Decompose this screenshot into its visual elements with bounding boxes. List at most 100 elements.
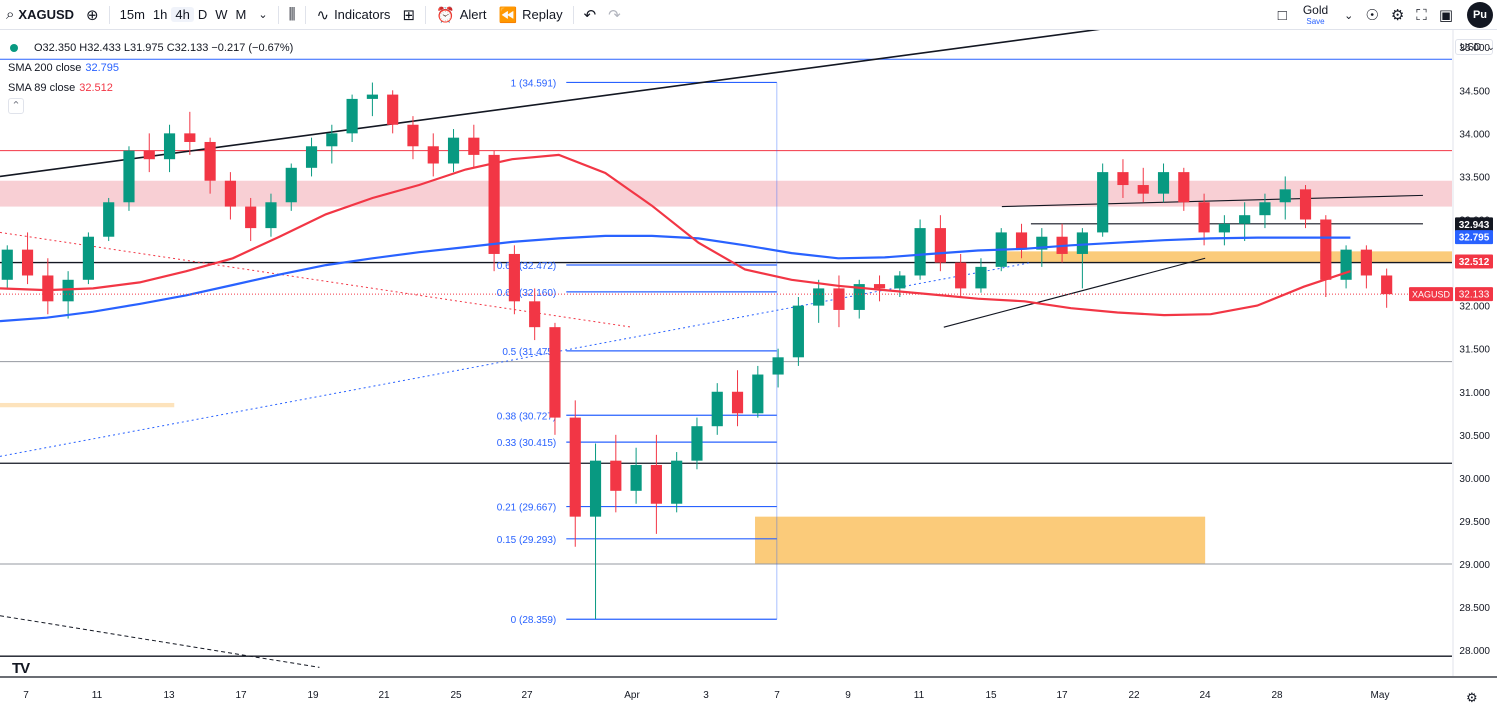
indicators-button[interactable]: ∿ Indicators — [310, 0, 396, 30]
candle-body[interactable] — [285, 167, 297, 203]
candle-body[interactable] — [1117, 172, 1129, 186]
candle-body[interactable] — [914, 228, 926, 276]
interval-15m[interactable]: 15m — [119, 7, 145, 22]
candle-body[interactable] — [1218, 223, 1230, 233]
candle-body[interactable] — [833, 288, 845, 310]
candle-body[interactable] — [955, 262, 967, 289]
candle-body[interactable] — [1076, 232, 1088, 254]
candle-body[interactable] — [1097, 172, 1109, 233]
alert-button[interactable]: ⏰ Alert — [430, 0, 492, 30]
candle-body[interactable] — [326, 133, 338, 147]
candle-body[interactable] — [975, 266, 987, 289]
chart-type-button[interactable]: ⫼ — [283, 0, 302, 30]
candle-body[interactable] — [1137, 185, 1149, 194]
price-chart[interactable]: 1 (34.591) 0.66 (32.472) 0.61 (32.160) 0.5 … — [0, 30, 1497, 706]
candle-body[interactable] — [671, 460, 683, 504]
sma200-line[interactable] — [0, 234, 1351, 323]
candle-body[interactable] — [731, 391, 744, 414]
candle-body[interactable] — [549, 327, 561, 418]
candle-body[interactable] — [82, 236, 94, 280]
candle-body[interactable] — [1259, 202, 1271, 216]
candle-body[interactable] — [1239, 215, 1251, 224]
candle-body[interactable] — [488, 154, 500, 254]
candle-body[interactable] — [224, 180, 236, 207]
layout-toggle[interactable]: □ — [1272, 0, 1293, 30]
sma200-legend[interactable]: SMA 200 close 32.795 — [8, 58, 293, 78]
layout-dropdown[interactable]: ⌄ — [1338, 0, 1359, 30]
candle-body[interactable] — [346, 98, 358, 134]
candle-body[interactable] — [508, 253, 520, 302]
candle-body[interactable] — [1340, 249, 1352, 280]
candle-body[interactable] — [305, 146, 318, 168]
candle-body[interactable] — [691, 426, 703, 461]
candle-body[interactable] — [792, 305, 804, 358]
candle-body[interactable] — [569, 417, 581, 517]
candle-body[interactable] — [1036, 236, 1048, 250]
replay-button[interactable]: ⏪ Replay — [492, 0, 568, 30]
sma89-legend[interactable]: SMA 89 close 32.512 — [8, 78, 293, 98]
candle-body[interactable] — [1157, 172, 1170, 194]
candle-body[interactable] — [1178, 172, 1190, 203]
legend-collapse-button[interactable]: ⌃ — [8, 98, 24, 114]
interval-w[interactable]: W — [215, 7, 228, 22]
candle-body[interactable] — [650, 464, 662, 504]
candle-body[interactable] — [1198, 202, 1210, 233]
candle-body[interactable] — [813, 288, 825, 306]
trendline[interactable] — [943, 257, 1206, 328]
dotted-trendline-red[interactable] — [0, 231, 632, 328]
candle-body[interactable] — [143, 150, 155, 160]
candle-body[interactable] — [610, 460, 622, 491]
candle-body[interactable] — [1360, 249, 1372, 276]
candle-body[interactable] — [42, 275, 54, 302]
templates-button[interactable]: ⊞ — [396, 0, 421, 30]
publish-button[interactable]: Pu — [1467, 2, 1493, 28]
dashed-trendline[interactable] — [0, 615, 320, 668]
candle-body[interactable] — [1015, 232, 1028, 250]
candle-body[interactable] — [21, 249, 34, 276]
quick-search-button[interactable]: ☉ — [1359, 0, 1384, 30]
candle-body[interactable] — [366, 94, 378, 99]
interval-d[interactable]: D — [197, 7, 208, 22]
candle-body[interactable] — [407, 124, 419, 147]
settings-button[interactable]: ⚙ — [1385, 0, 1410, 30]
candle-body[interactable] — [103, 202, 115, 237]
candle-body[interactable] — [529, 301, 541, 328]
layout-name[interactable]: Gold Save — [1303, 4, 1328, 26]
candle-body[interactable] — [853, 284, 865, 310]
candle-body[interactable] — [1279, 189, 1291, 203]
candle-body[interactable] — [245, 206, 257, 229]
candle-body[interactable] — [1299, 189, 1312, 220]
tradingview-logo[interactable]: TV — [12, 660, 30, 677]
candle-body[interactable] — [204, 141, 216, 181]
candle-body[interactable] — [894, 275, 906, 289]
interval-1h[interactable]: 1h — [152, 7, 168, 22]
candle-body[interactable] — [123, 150, 135, 203]
candle-body[interactable] — [772, 357, 784, 375]
candle-body[interactable] — [447, 137, 460, 164]
candle-body[interactable] — [711, 391, 723, 427]
candle-body[interactable] — [184, 133, 196, 142]
snapshot-button[interactable]: ▣ — [1433, 0, 1459, 30]
candle-body[interactable] — [934, 228, 946, 263]
currency-select[interactable]: USD ⌄ — [1455, 39, 1495, 55]
compare-button[interactable]: ⊕ — [80, 0, 105, 30]
interval-4h[interactable]: 4h — [171, 7, 194, 22]
trendline[interactable] — [0, 30, 1191, 178]
fullscreen-button[interactable]: ⛶ — [1410, 0, 1433, 30]
symbol-search[interactable]: ⌕ XAGUSD — [0, 0, 80, 30]
price-axis[interactable] — [1453, 30, 1497, 706]
candle-body[interactable] — [62, 279, 74, 302]
candle-body[interactable] — [752, 374, 764, 414]
candle-body[interactable] — [1381, 275, 1393, 295]
candle-body[interactable] — [163, 133, 176, 160]
candle-body[interactable] — [1320, 219, 1332, 280]
interval-dropdown[interactable]: ⌄ — [252, 0, 273, 30]
trendline[interactable] — [1001, 194, 1423, 208]
candle-body[interactable] — [589, 460, 602, 517]
sma89-line[interactable] — [0, 153, 1351, 317]
candle-body[interactable] — [630, 464, 642, 491]
candle-body[interactable] — [873, 284, 886, 289]
candle-body[interactable] — [1, 249, 13, 280]
gear-icon[interactable]: ⚙ — [1466, 690, 1478, 705]
candle-body[interactable] — [387, 94, 399, 125]
